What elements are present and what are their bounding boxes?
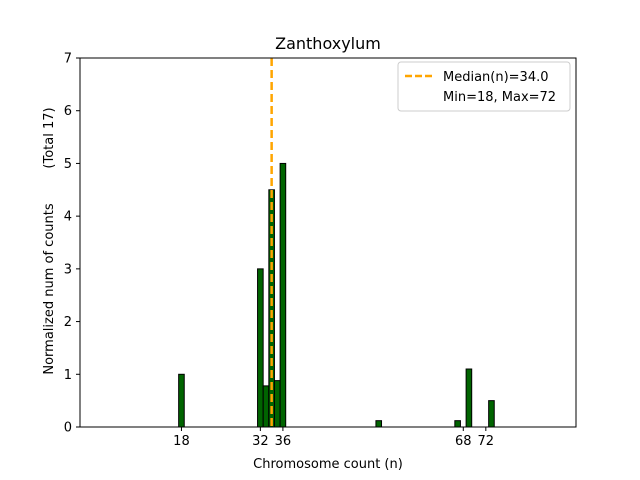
y-axis-label-note: (Total 17) (42, 107, 57, 168)
bar-8 (465, 368, 473, 428)
chart-title: Zanthoxylum (275, 34, 381, 53)
bar-5 (279, 162, 287, 428)
x-tick-label-18: 18 (173, 434, 190, 449)
x-axis-ticks: 18 32 36 68 72 (173, 427, 494, 449)
x-tick-label-72: 72 (478, 434, 495, 449)
x-tick-label-32: 32 (252, 434, 269, 449)
legend-range-entry: Min=18, Max=72 (443, 90, 556, 105)
bar-1 (257, 268, 264, 428)
y-tick-label-0: 0 (64, 421, 72, 436)
bar-2 (262, 385, 270, 428)
y-axis-ticks: 0 1 2 3 4 5 6 7 (64, 52, 80, 436)
bar-0 (178, 373, 185, 428)
bar-4 (273, 380, 281, 428)
y-tick-label-5: 5 (64, 157, 72, 172)
plot-frame (79, 57, 577, 428)
bars-group (178, 162, 495, 428)
legend-median-entry: Median(n)=34.0 (443, 70, 549, 85)
y-tick-label-6: 6 (64, 104, 72, 119)
x-tick-label-68: 68 (455, 434, 472, 449)
y-tick-label-7: 7 (64, 52, 72, 67)
legend-box (397, 61, 571, 112)
y-tick-label-1: 1 (64, 368, 72, 383)
y-tick-label-4: 4 (64, 210, 72, 225)
y-axis-label: Normalized num of counts (42, 203, 57, 374)
legend: Median(n)=34.0 Min=18, Max=72 (397, 61, 571, 112)
y-tick-label-3: 3 (64, 262, 72, 277)
x-axis-label: Chromosome count (n) (253, 457, 403, 472)
x-tick-label-36: 36 (275, 434, 292, 449)
bar-9 (488, 400, 495, 428)
bar-3 (268, 189, 275, 428)
y-tick-label-2: 2 (64, 315, 72, 330)
bar-6 (375, 420, 383, 428)
bar-7 (454, 420, 461, 428)
